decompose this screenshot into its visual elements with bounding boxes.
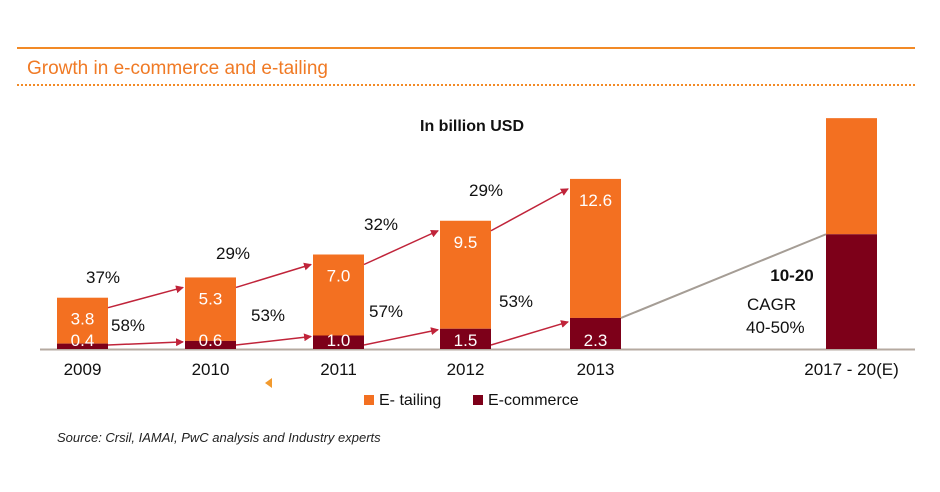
growth-label-e-tailing: 29% bbox=[469, 181, 503, 200]
growth-label-e-tailing: 29% bbox=[216, 244, 250, 263]
projection-line bbox=[620, 233, 827, 319]
bar-e-tailing bbox=[57, 297, 108, 344]
bar-e-tailing bbox=[440, 220, 491, 329]
annotation-cagr-label: CAGR bbox=[747, 295, 796, 314]
bar-e-commerce bbox=[570, 317, 621, 349]
growth-arrow-e-tailing bbox=[363, 230, 439, 266]
bar-label-e-commerce: 1.0 bbox=[327, 331, 351, 350]
bar-label-e-tailing: 7.0 bbox=[327, 267, 351, 286]
bar-label-e-commerce: 1.5 bbox=[454, 331, 478, 350]
growth-arrow-e-commerce bbox=[107, 338, 184, 347]
growth-arrow-e-commerce bbox=[363, 327, 439, 346]
growth-label-e-commerce: 53% bbox=[499, 292, 533, 311]
bar-e-commerce bbox=[826, 234, 877, 349]
source-note: Source: Crsil, IAMAI, PwC analysis and I… bbox=[57, 430, 381, 445]
bar-label-e-commerce: 2.3 bbox=[584, 331, 608, 350]
bar-label-e-commerce: 0.6 bbox=[199, 331, 223, 350]
x-tick-label: 2011 bbox=[320, 360, 357, 379]
legend-swatch-e-commerce bbox=[473, 395, 483, 405]
growth-label-e-tailing: 37% bbox=[86, 268, 120, 287]
growth-arrow-e-tailing bbox=[490, 188, 569, 232]
legend-label-e-commerce: E-commerce bbox=[488, 392, 579, 409]
bar-label-e-tailing: 3.8 bbox=[71, 310, 95, 329]
bar-e-commerce bbox=[313, 335, 364, 349]
annotation-cagr-value: 40-50% bbox=[746, 318, 805, 337]
bar-label-e-tailing: 5.3 bbox=[199, 289, 223, 308]
bar-label-e-tailing: 12.6 bbox=[579, 191, 612, 210]
growth-arrow-e-commerce bbox=[235, 333, 312, 346]
growth-label-e-commerce: 53% bbox=[251, 306, 285, 325]
x-tick-label: 2013 bbox=[577, 360, 615, 379]
growth-arrow-e-commerce bbox=[490, 320, 569, 346]
header-dotted-rule bbox=[17, 84, 915, 86]
legend-label-e-tailing: E- tailing bbox=[379, 392, 441, 409]
annotation-value: 10-20 bbox=[770, 266, 813, 285]
bar-e-tailing bbox=[313, 254, 364, 336]
x-tick-label: 2017 - 20(E) bbox=[804, 360, 899, 379]
growth-label-e-tailing: 32% bbox=[364, 215, 398, 234]
bar-e-commerce bbox=[185, 340, 236, 349]
growth-arrow-e-tailing bbox=[235, 262, 312, 289]
page-title: Growth in e-commerce and e-tailing bbox=[27, 58, 328, 79]
growth-arrow-e-tailing bbox=[107, 285, 184, 309]
chart-title: In billion USD bbox=[420, 118, 524, 135]
bar-e-commerce bbox=[440, 328, 491, 349]
growth-label-e-commerce: 58% bbox=[111, 316, 145, 335]
x-tick-label: 2009 bbox=[64, 360, 102, 379]
bar-e-tailing bbox=[185, 277, 236, 341]
x-tick-label: 2012 bbox=[447, 360, 485, 379]
decorative-triangle bbox=[265, 378, 272, 388]
bar-label-e-commerce: 0.4 bbox=[71, 331, 95, 350]
header-top-rule bbox=[17, 47, 915, 49]
bar-e-commerce bbox=[57, 343, 108, 349]
bar-e-tailing bbox=[570, 178, 621, 318]
legend-swatch-e-tailing bbox=[364, 395, 374, 405]
bar-e-tailing bbox=[826, 118, 877, 235]
bar-label-e-tailing: 9.5 bbox=[454, 233, 478, 252]
growth-label-e-commerce: 57% bbox=[369, 302, 403, 321]
x-tick-label: 2010 bbox=[192, 360, 230, 379]
